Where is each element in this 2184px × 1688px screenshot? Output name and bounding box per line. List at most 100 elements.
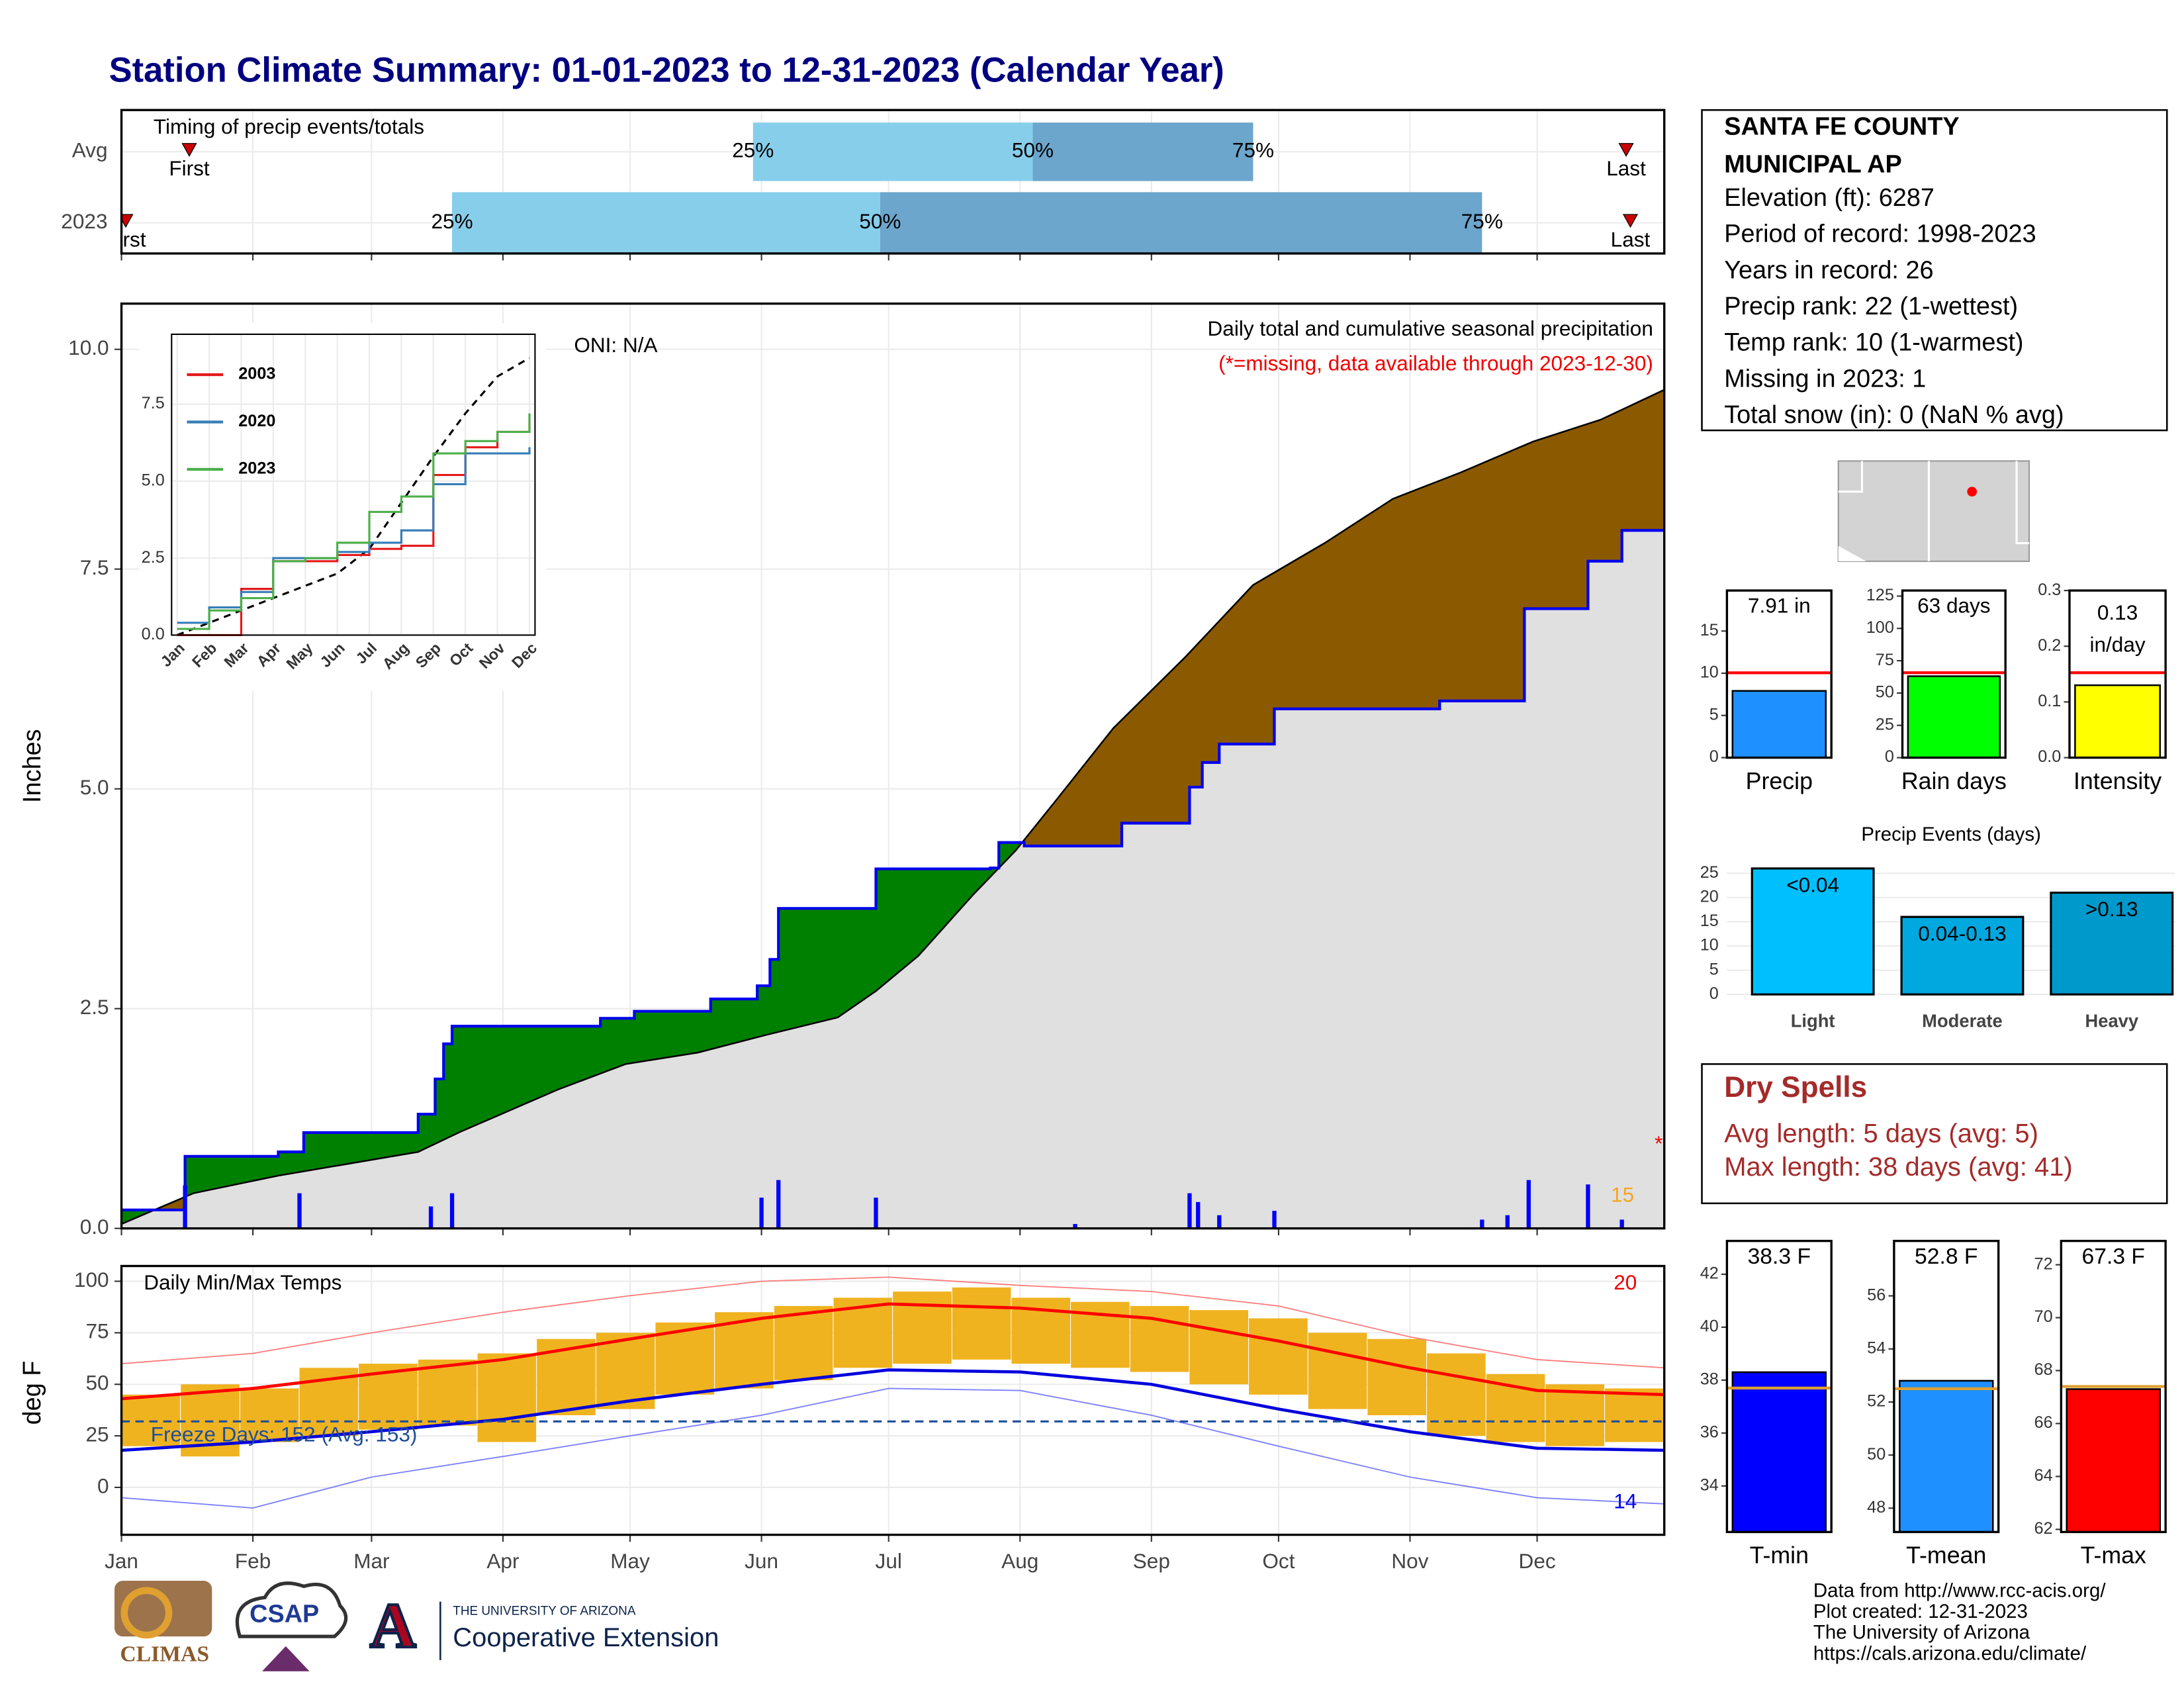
quartile-label: 50% [859,209,901,233]
daily-range-bar [1308,1333,1367,1409]
event-marker [1622,214,1639,228]
summary-bar [1899,1380,1994,1533]
climas-emblem [120,1587,173,1639]
logos: CLIMAS CSAP A THE UNIVERSITY OF ARIZONA … [114,1580,719,1671]
summary-bar [1907,675,2001,759]
daily-bar [1187,1193,1192,1229]
x-tick-label: Sep [1133,1549,1170,1573]
y-tick-label: 36 [1700,1423,1719,1442]
value-label: 7.91 in [1748,594,1811,618]
station-location [1967,487,1978,497]
missing-count: 15 [1611,1183,1634,1207]
record-max-line [121,1276,1664,1369]
locator-map [1837,460,2030,562]
panel-title: Daily Min/Max Temps [144,1270,341,1294]
y-tick-label: 5.0 [80,775,109,799]
y-tick-label: 25 [1876,715,1894,733]
bar-label: T-mean [1906,1542,1986,1569]
row-label: 2023 [61,209,107,233]
value-label: 0.13 [2097,600,2138,624]
frame [1725,589,1833,759]
x-tick-label: Apr [486,1549,519,1573]
y-tick-label: 7.5 [142,394,165,412]
summary-bar [2074,684,2161,759]
panel-title: Daily total and cumulative seasonal prec… [1208,316,1653,340]
dry-spells-line: Avg length: 5 days (avg: 5) [1724,1119,2038,1148]
daily-bar [1505,1215,1510,1229]
y-tick-label: 40 [1700,1317,1719,1336]
y-tick-label: 0.2 [2038,636,2061,655]
csap-logo: CSAP [250,1601,319,1628]
ua-block [359,1595,427,1667]
record-low-count: 14 [1614,1489,1637,1513]
station-line: Years in record: 26 [1724,256,1933,284]
y-tick-label: 42 [1700,1264,1719,1283]
quartile-bar [752,122,1033,181]
y-tick-label: 34 [1700,1476,1719,1494]
station-line: Total snow (in): 0 (NaN % avg) [1724,401,2064,429]
frame [1901,589,2007,759]
series-line [177,413,531,630]
x-tick-label: Oct [1262,1549,1295,1573]
y-tick-label: 50 [1876,683,1894,702]
x-tick-label: Dec [1519,1549,1556,1573]
quartile-label: 75% [1232,138,1274,162]
bin-label: >0.13 [2085,897,2138,921]
x-tick-label: Jan [105,1549,138,1573]
observed-line [121,529,1664,1211]
daily-range-bar [1367,1338,1427,1415]
station-line: Precip rank: 22 (1-wettest) [1724,293,2018,320]
bar-label: Rain days [1901,768,2007,794]
annotation: ONI: N/A [574,333,657,357]
x-tick-label: Moderate [1922,1011,2003,1031]
panel-subtitle: (*=missing, data available through 2023-… [1218,352,1653,375]
event-label: First [105,227,146,251]
daily-bar [1073,1224,1077,1229]
quartile-bar [1032,122,1253,181]
y-tick-label: 0.1 [2038,692,2061,710]
daily-range-bar [893,1291,952,1364]
station-box [1701,109,2168,432]
panel-title: Precip Events (days) [1861,823,2041,845]
frame [120,109,1666,255]
y-tick-label: 15 [1700,621,1719,639]
climas-logo: CLIMAS [120,1642,209,1666]
page-title: Station Climate Summary: 01-01-2023 to 1… [109,50,1224,89]
legend-label: 2003 [238,365,275,383]
bar-label: T-min [1750,1542,1809,1569]
station-lines: Elevation (ft): 6287 Period of record: 19… [1724,184,2064,429]
bin-label: <0.04 [1786,873,1839,897]
map-edge [1838,545,1866,561]
daily-bar [1480,1219,1484,1229]
y-tick-label: 25 [86,1422,109,1446]
y-tick-label: 75 [1876,651,1894,669]
station-name: SANTA FE COUNTY [1724,113,1959,141]
freeze-label: Freeze Days: 152 (Avg: 153) [151,1423,418,1446]
bar-label: T-max [2081,1542,2146,1569]
y-tick-label: 5.0 [142,471,165,490]
bar-label: Intensity [2073,768,2161,794]
y-tick-label: 68 [2034,1360,2053,1379]
value-label: 38.3 F [1748,1244,1811,1269]
station-line: Elevation (ft): 6287 [1724,184,1934,212]
x-tick-label: Mar [353,1549,389,1573]
bar [1751,867,1875,996]
event-label: First [169,156,210,180]
daily-bar [759,1197,764,1229]
x-tick-label: May [610,1549,650,1573]
y-tick-label: 100 [74,1268,109,1291]
x-tick-label: Aug [1001,1549,1038,1573]
quartile-label: 25% [432,209,473,233]
daily-bar [449,1193,455,1229]
value-label: in/day [2089,633,2145,657]
y-tick-label: 66 [2034,1413,2053,1432]
footer-line: Data from http://www.rcc-acis.org/ [1813,1580,2106,1602]
daily-bar [874,1197,878,1229]
y-tick-label: 5 [1709,705,1719,724]
y-tick-label: 50 [86,1371,109,1395]
y-tick-label: 48 [1867,1498,1886,1517]
y-tick-label: 54 [1867,1338,1886,1357]
bin-label: 0.04-0.13 [1918,921,2006,945]
y-tick-label: 2.5 [142,548,165,567]
